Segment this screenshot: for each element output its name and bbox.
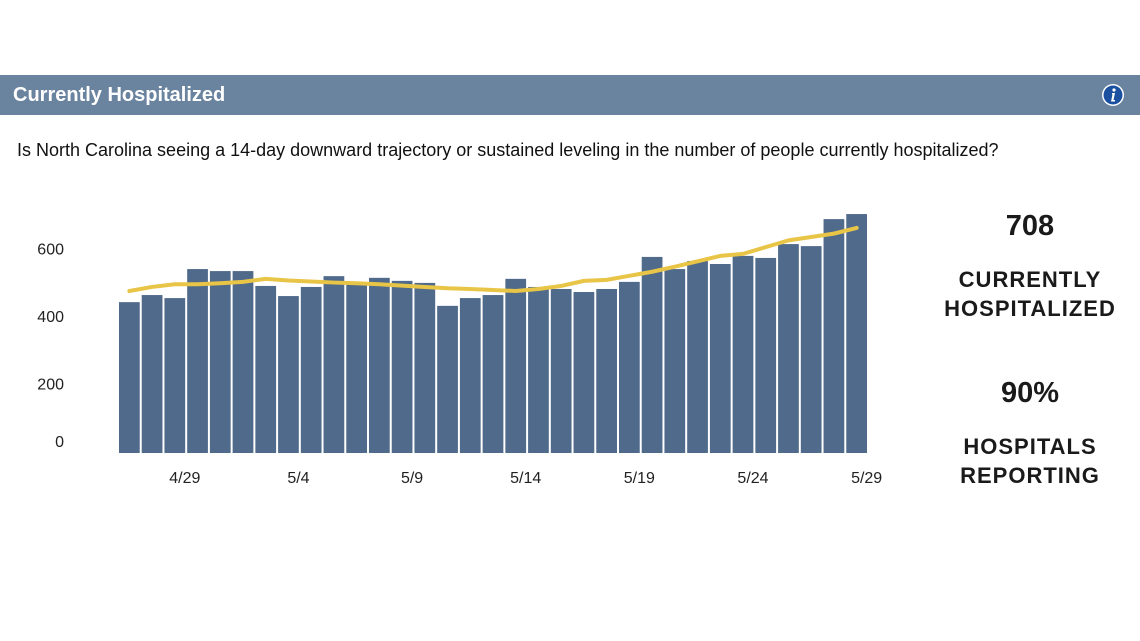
bar xyxy=(732,255,754,453)
bar xyxy=(664,269,686,453)
bar xyxy=(323,276,345,453)
bar xyxy=(414,282,436,453)
bar xyxy=(709,264,731,453)
x-tick-label: 5/9 xyxy=(401,470,423,487)
x-tick-label: 5/24 xyxy=(737,470,768,487)
bar xyxy=(278,296,299,453)
bar xyxy=(369,277,390,453)
y-tick-label: 600 xyxy=(37,242,64,259)
stat-label: HOSPITALS REPORTING xyxy=(960,434,1100,488)
bar xyxy=(209,271,231,453)
x-tick-label: 5/29 xyxy=(851,470,882,487)
bar xyxy=(596,288,617,453)
bar xyxy=(687,260,708,453)
x-tick-label: 5/19 xyxy=(624,470,655,487)
bar xyxy=(800,246,822,453)
line xyxy=(127,225,859,293)
bar xyxy=(119,302,140,453)
panel-title: Currently Hospitalized xyxy=(13,84,226,106)
bar xyxy=(528,286,549,453)
bar xyxy=(459,298,481,453)
y-tick-label: 400 xyxy=(37,309,64,326)
bar xyxy=(232,271,254,453)
stat-value: 90% xyxy=(1000,377,1060,409)
y-tick-label: 200 xyxy=(37,377,64,394)
stat-label: CURRENTLY HOSPITALIZED xyxy=(944,267,1116,321)
bar xyxy=(391,280,413,453)
bar xyxy=(482,295,504,453)
bar xyxy=(619,281,640,453)
bar xyxy=(505,278,527,453)
bar xyxy=(778,244,799,453)
bar xyxy=(346,283,367,453)
bar xyxy=(755,257,777,453)
stat: 90% HOSPITALS REPORTING xyxy=(920,377,1140,490)
bar xyxy=(846,214,867,453)
bar xyxy=(550,288,572,453)
bar xyxy=(641,256,663,453)
chart: 0 200 400 600 4/29 5/4 5/9 5/14 5/19 5/24 5/29 xyxy=(37,214,882,487)
x-tick-label: 4/29 xyxy=(169,470,200,487)
bar xyxy=(823,219,845,453)
panel-header: Currently Hospitalized xyxy=(0,75,1140,115)
x-tick-label: 5/4 xyxy=(287,470,309,487)
bar xyxy=(300,286,322,453)
stat-value: 708 xyxy=(1005,210,1055,242)
bar xyxy=(187,269,208,453)
info-icon[interactable] xyxy=(1100,82,1126,108)
stat: 708 CURRENTLY HOSPITALIZED xyxy=(920,210,1140,323)
bar xyxy=(141,295,163,453)
bar xyxy=(573,292,595,453)
bar xyxy=(437,305,458,453)
y-tick-label: 0 xyxy=(55,434,64,451)
bar xyxy=(164,298,186,453)
question-text: Is North Carolina seeing a 14-day downwa… xyxy=(17,140,999,160)
bar xyxy=(255,285,277,453)
x-tick-label: 5/14 xyxy=(510,470,541,487)
